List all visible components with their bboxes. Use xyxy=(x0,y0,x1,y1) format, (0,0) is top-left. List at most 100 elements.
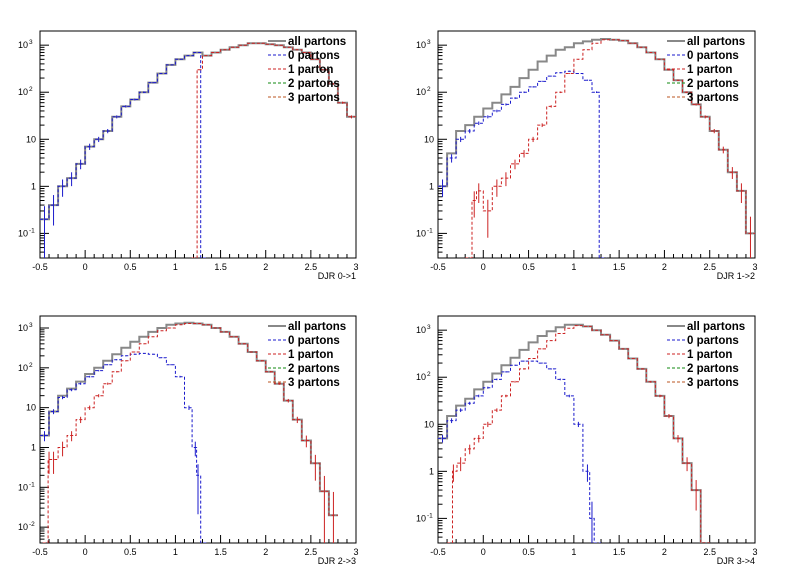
legend-label: 3 partons xyxy=(687,92,739,104)
legend-label: 0 partons xyxy=(288,50,340,62)
x-tick-label: -0.5 xyxy=(32,262,48,272)
x-tick-label: -0.5 xyxy=(430,262,446,272)
legend-label: all partons xyxy=(687,321,745,333)
legend-label: all partons xyxy=(288,321,346,333)
x-tick-label: 2 xyxy=(662,547,667,557)
y-tick-label: 10 xyxy=(26,134,36,144)
x-tick-label: 0.5 xyxy=(124,547,137,557)
legend-label: 2 partons xyxy=(288,78,340,90)
plot-frame xyxy=(437,30,756,259)
x-tick-label: 2.5 xyxy=(305,262,318,272)
y-tick-label: 10 xyxy=(18,87,28,97)
y-tick-label: 10 xyxy=(416,228,426,238)
y-tick-label: 10 xyxy=(416,40,426,50)
x-tick-label: 3 xyxy=(353,547,358,557)
x-tick-label: 3 xyxy=(353,262,358,272)
x-tick-label: 3 xyxy=(752,547,757,557)
y-tick-exponent: 2 xyxy=(29,362,33,369)
x-tick-label: 1 xyxy=(173,547,178,557)
y-tick-exponent: -1 xyxy=(427,512,433,519)
x-tick-label: 1.5 xyxy=(214,262,227,272)
series-group xyxy=(438,323,710,543)
y-tick-exponent: -1 xyxy=(427,227,433,234)
legend-label: 3 partons xyxy=(687,377,739,389)
x-tick-label: 2 xyxy=(263,262,268,272)
x-tick-label: 0.5 xyxy=(522,262,535,272)
plot-frame xyxy=(39,315,357,544)
x-tick-label: 2.5 xyxy=(305,547,318,557)
x-tick-label: 1 xyxy=(173,262,178,272)
x-tick-label: 0 xyxy=(83,262,88,272)
series-group xyxy=(40,42,356,258)
legend-label: all partons xyxy=(288,36,346,48)
y-tick-exponent: -1 xyxy=(29,227,35,234)
y-tick-label: 1 xyxy=(31,181,36,191)
series-line-2 xyxy=(447,325,710,543)
x-tick-label: 1.5 xyxy=(613,547,626,557)
series-group xyxy=(40,321,338,543)
x-tick-label: 0 xyxy=(481,262,486,272)
y-tick-label: 1 xyxy=(31,442,36,452)
y-tick-label: 10 xyxy=(424,419,434,429)
x-tick-label: 1.5 xyxy=(613,262,626,272)
series-line-2 xyxy=(465,39,755,258)
legend-label: 0 partons xyxy=(288,335,340,347)
y-tick-exponent: 3 xyxy=(29,39,33,46)
x-tick-label: 0 xyxy=(481,547,486,557)
legend: all partons 0 partons 1 parton 2 partons 3 p… xyxy=(667,321,745,389)
x-tick-label: 2 xyxy=(263,547,268,557)
series-line-2 xyxy=(42,323,338,543)
legend-label: 3 partons xyxy=(288,377,340,389)
x-tick-label: 0 xyxy=(83,547,88,557)
y-tick-exponent: 3 xyxy=(427,324,431,331)
y-tick-exponent: 2 xyxy=(427,371,431,378)
legend-label: 1 parton xyxy=(687,64,732,76)
plot-frame xyxy=(39,30,357,259)
x-axis-label: DJR 0->1 xyxy=(318,271,356,281)
legend-label: 1 parton xyxy=(288,349,333,361)
x-axis-label: DJR 1->2 xyxy=(717,271,755,281)
y-tick-label: 10 xyxy=(18,482,28,492)
series-line-1 xyxy=(438,360,601,543)
series-group xyxy=(438,38,755,258)
x-tick-label: 2.5 xyxy=(703,262,716,272)
y-tick-label: 1 xyxy=(429,466,434,476)
series-line-0 xyxy=(438,38,755,235)
legend: all partons 0 partons 1 parton 2 partons 3 p… xyxy=(268,321,346,389)
x-tick-label: 2 xyxy=(662,262,667,272)
legend-label: 0 partons xyxy=(687,50,739,62)
y-tick-label: 10 xyxy=(18,522,28,532)
y-tick-label: 10 xyxy=(424,134,434,144)
series-line-1 xyxy=(40,52,208,258)
y-tick-label: 10 xyxy=(416,372,426,382)
legend-label: 0 partons xyxy=(687,335,739,347)
y-tick-label: 10 xyxy=(416,325,426,335)
legend-label: 3 partons xyxy=(288,92,340,104)
x-tick-label: 0.5 xyxy=(124,262,137,272)
legend: all partons 0 partons 1 parton 2 partons 3 p… xyxy=(667,36,745,104)
y-tick-exponent: -1 xyxy=(29,481,35,488)
series-line-0 xyxy=(40,321,338,517)
y-tick-label: 1 xyxy=(429,181,434,191)
y-tick-exponent: 3 xyxy=(427,39,431,46)
y-tick-label: 10 xyxy=(26,403,36,413)
y-tick-label: 10 xyxy=(18,40,28,50)
y-tick-label: 10 xyxy=(18,363,28,373)
legend-label: 1 parton xyxy=(288,64,333,76)
y-tick-exponent: 2 xyxy=(29,86,33,93)
legend-label: 2 partons xyxy=(288,363,340,375)
x-tick-label: 1 xyxy=(571,262,576,272)
x-tick-label: 2.5 xyxy=(703,547,716,557)
